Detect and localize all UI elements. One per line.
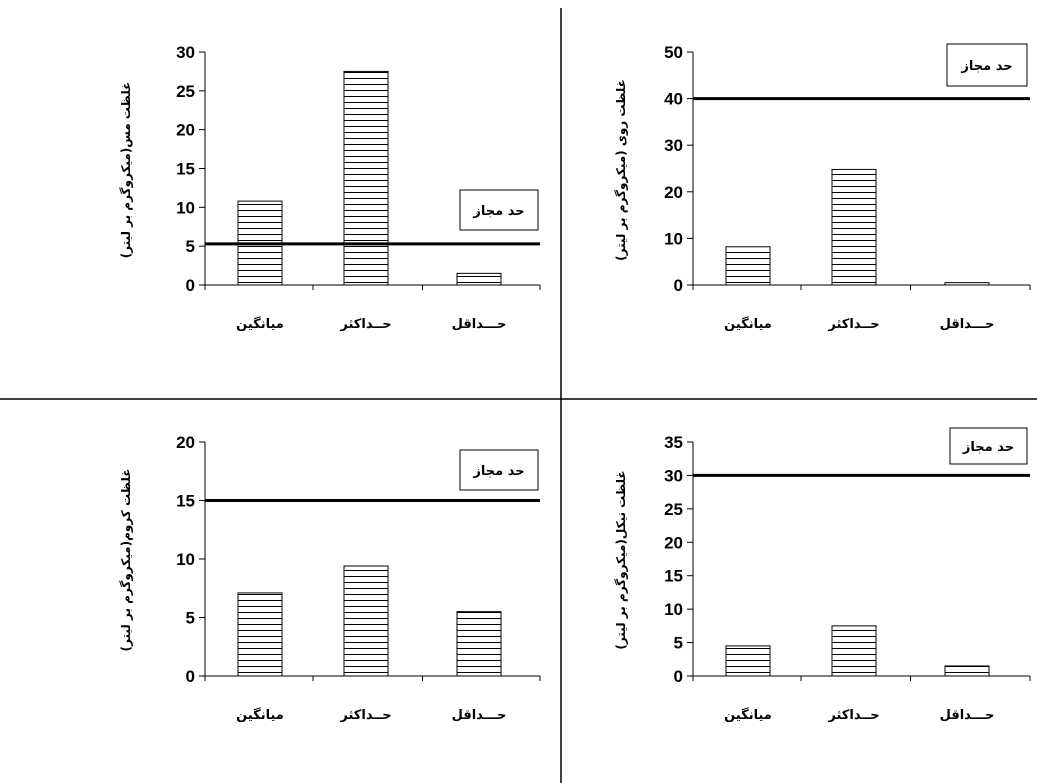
category-label: حــداکثر [339, 317, 391, 332]
y-axis-label: غلظت روی (میکروگرم بر لیتر) [614, 79, 629, 261]
legend-box [459, 449, 539, 491]
chart-panel-3: 0 5 10 15 20 میانگین حــداکثر حـــداقل حد مجاز غل… [119, 433, 541, 723]
bar-1 [237, 592, 283, 677]
legend-label: حد مجاز [960, 59, 1012, 74]
legend-box [459, 189, 539, 231]
y-tick-label: 25 [176, 82, 195, 101]
y-tick-label: 20 [176, 121, 195, 140]
bar-3 [456, 611, 502, 677]
y-tick-label: 0 [186, 276, 195, 295]
legend-label: حد مجاز [472, 204, 524, 219]
y-tick-label: 10 [664, 229, 683, 248]
category-label: میانگین [724, 707, 772, 723]
category-label: حـــداقل [940, 708, 995, 723]
bar-3 [944, 282, 990, 286]
y-tick-label: 15 [664, 567, 683, 586]
legend-box [949, 427, 1028, 465]
category-label: میانگین [724, 316, 772, 332]
category-label: حــداکثر [827, 708, 879, 723]
y-tick-label: 30 [664, 136, 683, 155]
y-tick-label: 15 [176, 160, 195, 179]
category-label: میانگین [236, 707, 284, 723]
y-tick-label: 30 [664, 466, 683, 485]
chart-panel-2: 0 10 20 30 40 50 میانگین حــداکثر حـــداقل حد مجا… [614, 43, 1031, 332]
bar-2 [343, 565, 389, 677]
bar-1 [725, 246, 771, 286]
chart-panel-4: 0 5 10 15 20 25 30 35 میانگین حــداکثر حـــداقل حد … [614, 427, 1031, 723]
y-tick-label: 40 [664, 90, 683, 109]
y-axis-label: غلظت نیکل(میکروگرم بر لیتر) [614, 470, 629, 649]
y-tick-label: 15 [176, 492, 195, 511]
y-tick-label: 20 [664, 183, 683, 202]
legend-box [946, 43, 1028, 87]
y-tick-label: 10 [664, 600, 683, 619]
category-label: حــداکثر [827, 317, 879, 332]
legend-label: حد مجاز [472, 464, 524, 479]
y-axis-label: غلظت مس(میکروگرم بر لیتر) [119, 82, 134, 259]
bar-2 [831, 625, 877, 677]
y-tick-label: 0 [186, 667, 195, 686]
y-tick-label: 25 [664, 500, 683, 519]
y-tick-label: 5 [186, 237, 195, 256]
chart-panel-1: 0 5 10 15 20 25 30 میانگین حــداکثر حـــداقل حد مج… [119, 43, 541, 332]
y-tick-label: 5 [674, 634, 683, 653]
category-label: حــداکثر [339, 708, 391, 723]
category-label: میانگین [236, 316, 284, 332]
y-tick-label: 50 [664, 43, 683, 62]
bar-2 [343, 70, 389, 286]
category-label: حـــداقل [452, 708, 507, 723]
y-tick-label: 10 [176, 198, 195, 217]
bar-2 [831, 168, 877, 286]
y-tick-label: 0 [674, 667, 683, 686]
y-tick-label: 20 [664, 533, 683, 552]
y-tick-label: 30 [176, 43, 195, 62]
y-tick-label: 5 [186, 609, 195, 628]
bar-3 [944, 665, 990, 677]
y-tick-label: 0 [674, 276, 683, 295]
legend-label: حد مجاز [962, 440, 1014, 455]
y-tick-label: 35 [664, 433, 683, 452]
y-tick-label: 10 [176, 550, 195, 569]
category-label: حـــداقل [452, 317, 507, 332]
y-tick-label: 20 [176, 433, 195, 452]
bar-3 [456, 272, 502, 286]
bar-1 [725, 645, 771, 677]
category-label: حـــداقل [940, 317, 995, 332]
y-axis-label: غلظت کروم(میکروگرم بر لیتر) [119, 469, 134, 652]
